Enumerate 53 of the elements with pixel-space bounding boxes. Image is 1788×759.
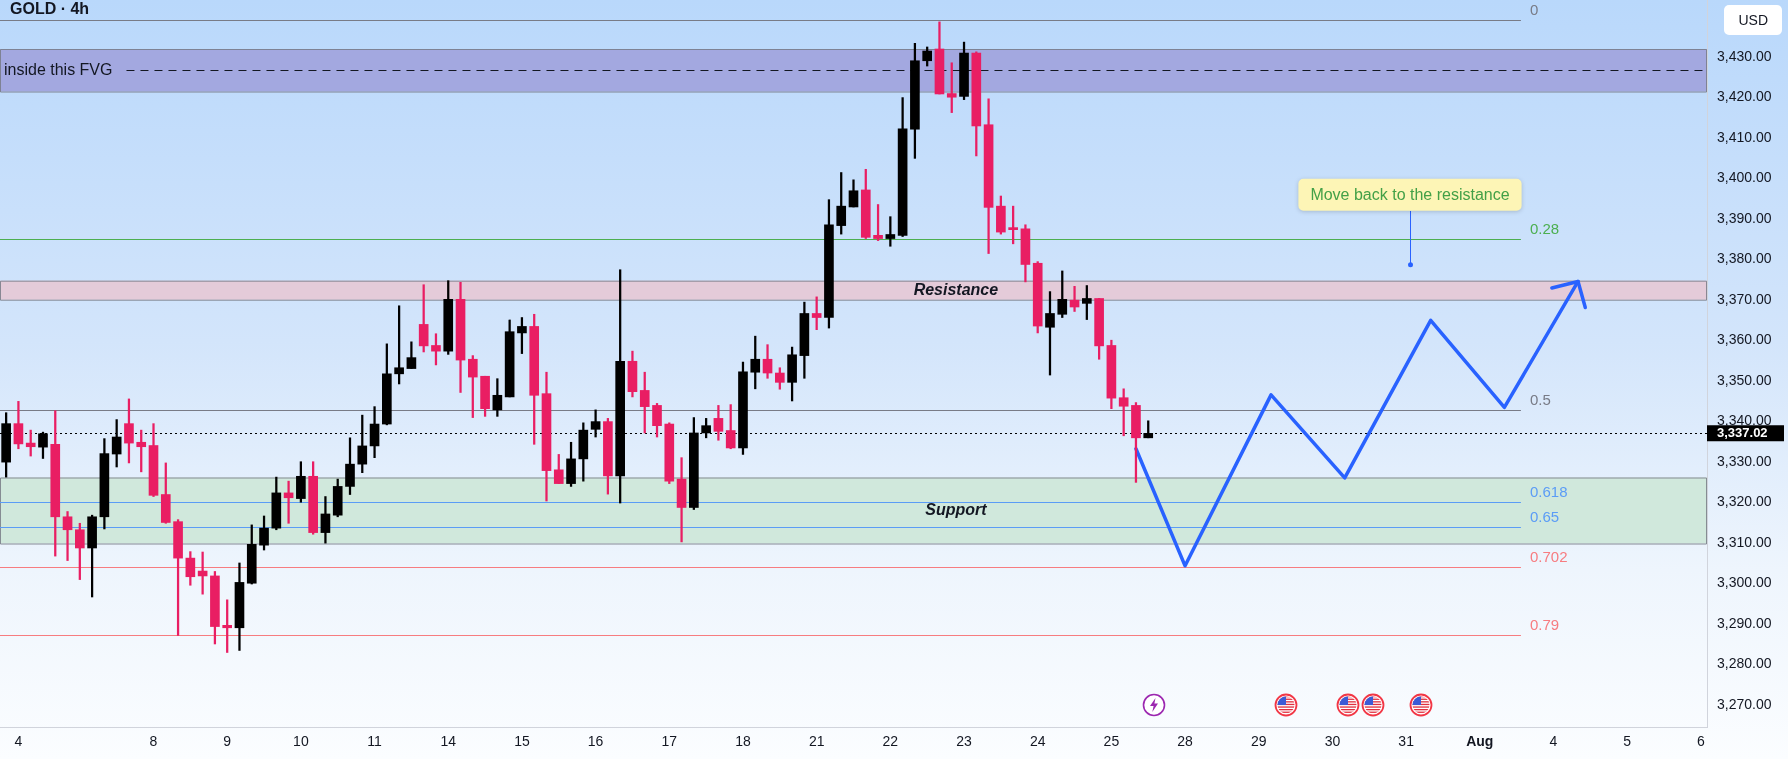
x-tick-label: 16 <box>587 733 604 750</box>
x-tick-label: 4 <box>1549 733 1558 750</box>
y-tick-label: 3,290.00 <box>1717 614 1772 631</box>
y-tick-label: 3,360.00 <box>1717 331 1772 348</box>
annotation: 0.702 <box>1529 547 1568 565</box>
y-tick-label: 3,330.00 <box>1717 452 1772 469</box>
x-tick-label: 18 <box>735 733 751 750</box>
x-tick-label: 23 <box>956 733 973 750</box>
y-tick-label: 3,350.00 <box>1717 371 1772 388</box>
y-tick-label: 3,310.00 <box>1717 533 1772 550</box>
candlestick <box>62 511 73 561</box>
y-tick-label: 3,280.00 <box>1717 655 1772 672</box>
x-tick-label: 21 <box>808 733 825 750</box>
x-tick-label: 31 <box>1398 733 1415 750</box>
band-label: Resistance <box>913 280 999 298</box>
y-tick-label: 3,400.00 <box>1717 169 1772 186</box>
annotation: 0.28 <box>1529 219 1560 237</box>
annotation: 0.65 <box>1529 507 1560 525</box>
x-tick-label: 22 <box>882 733 899 750</box>
x-tick-label: 28 <box>1177 733 1194 750</box>
annotation: 0 <box>1529 0 1539 18</box>
y-tick-label: 3,420.00 <box>1717 88 1772 105</box>
x-tick-label: 30 <box>1324 733 1341 750</box>
x-tick-label: 8 <box>149 733 158 750</box>
x-tick-label: 25 <box>1103 733 1120 750</box>
y-tick-label: 3,390.00 <box>1717 209 1772 226</box>
x-tick-label: 9 <box>223 733 232 750</box>
x-tick-label: 10 <box>293 733 309 750</box>
ref-line-label: inside this FVG <box>4 60 113 78</box>
annotation: 0.5 <box>1529 390 1551 408</box>
x-tick-label: Aug <box>1466 733 1494 750</box>
y-axis-title: USD <box>1724 5 1782 35</box>
y-tick-label: 3,320.00 <box>1717 493 1772 510</box>
x-tick-label: 15 <box>514 733 530 750</box>
x-tick-label: 24 <box>1029 733 1046 750</box>
y-tick-label: 3,380.00 <box>1717 250 1772 267</box>
y-tick-label: 3,270.00 <box>1717 695 1772 712</box>
annotation: 0.618 <box>1529 482 1568 500</box>
annotation: Move back to the resistance <box>1310 186 1510 204</box>
y-tick-label: 3,300.00 <box>1717 574 1772 591</box>
x-tick-label: 4 <box>14 733 23 750</box>
chart-title: GOLD · 4h <box>10 0 90 18</box>
band-label: Support <box>925 500 988 518</box>
annotation: 0.79 <box>1529 615 1560 633</box>
y-tick-label: 3,430.00 <box>1717 47 1772 64</box>
x-tick-label: 29 <box>1250 733 1267 750</box>
x-tick-label: 5 <box>1623 733 1632 750</box>
x-tick-label: 11 <box>367 733 383 750</box>
y-tick-label: 3,370.00 <box>1717 290 1772 307</box>
x-tick-label: 6 <box>1696 733 1705 750</box>
x-tick-label: 17 <box>661 733 678 750</box>
x-tick-label: 14 <box>440 733 457 750</box>
y-tick-label: 3,410.00 <box>1717 128 1772 145</box>
